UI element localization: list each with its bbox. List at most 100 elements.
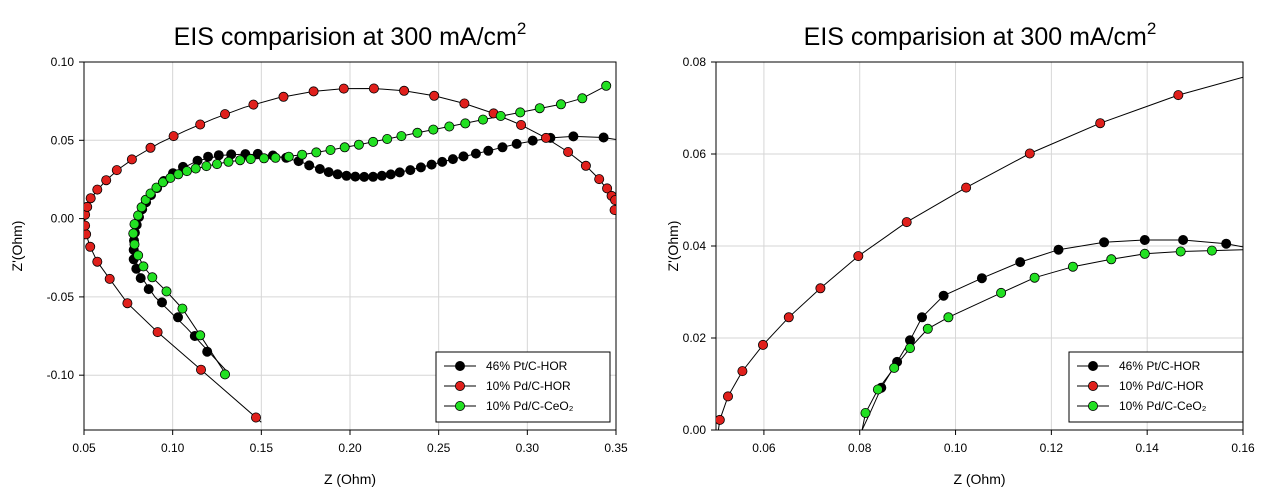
data-point <box>177 303 188 314</box>
data-point <box>396 131 407 142</box>
x-axis-label: Z (Ohm) <box>324 471 376 487</box>
y-tick-label: 0.00 <box>683 423 707 437</box>
data-point <box>943 312 954 323</box>
data-point <box>136 202 147 213</box>
data-point <box>1221 238 1232 249</box>
data-point <box>534 103 545 114</box>
x-tick-label: 0.30 <box>516 441 540 455</box>
data-point <box>129 239 140 250</box>
data-point <box>516 120 527 131</box>
x-axis-label: Z (Ohm) <box>953 471 1005 487</box>
data-point <box>460 118 471 129</box>
chart-title-superscript: 2 <box>1147 19 1156 38</box>
data-point <box>314 163 325 174</box>
data-point <box>368 83 379 94</box>
x-tick-label: 0.35 <box>604 441 628 455</box>
data-point <box>145 142 156 153</box>
data-point <box>853 251 864 262</box>
data-point <box>996 287 1007 298</box>
data-point <box>580 160 591 171</box>
data-point <box>382 133 393 144</box>
data-point <box>905 343 916 354</box>
data-point <box>601 80 612 91</box>
y-axis-label: Z'(Ohm) <box>665 221 681 272</box>
data-point <box>376 170 387 181</box>
data-point <box>161 286 172 297</box>
data-point <box>84 201 93 212</box>
data-point <box>173 169 184 180</box>
legend-marker <box>1088 380 1099 391</box>
data-point <box>527 135 538 146</box>
data-point <box>190 163 201 174</box>
y-tick-label: 0.06 <box>683 147 707 161</box>
legend-marker <box>1088 360 1099 371</box>
data-point <box>147 272 158 283</box>
data-point <box>92 184 103 195</box>
data-point <box>181 166 192 177</box>
chart-2: EIS comparision at 300 mA/cm2 0.06 0.08 0.1… <box>665 19 1255 487</box>
x-tick-label: 0.05 <box>72 441 96 455</box>
data-point <box>511 138 522 149</box>
data-point <box>477 114 488 125</box>
chart-1: EIS comparision at 300 mA/cm2 0.05 0.10 0.1… <box>9 19 628 487</box>
data-point <box>338 83 349 94</box>
data-point <box>168 131 179 142</box>
data-point <box>609 205 616 215</box>
data-point <box>723 391 734 402</box>
data-point <box>195 119 206 130</box>
y-tick-label: -0.05 <box>47 290 75 304</box>
data-point <box>1024 148 1035 159</box>
data-point <box>104 273 115 284</box>
data-point <box>138 261 149 272</box>
data-point <box>458 151 469 162</box>
data-point <box>85 241 96 252</box>
data-point <box>213 150 224 161</box>
chart-title-main: EIS comparision at 300 mA/cm <box>174 23 517 51</box>
data-point <box>470 148 481 159</box>
y-tick-label: 0.00 <box>51 212 75 226</box>
data-point <box>1015 257 1026 268</box>
data-point <box>889 362 900 373</box>
data-point <box>308 86 319 97</box>
data-point <box>133 250 144 261</box>
data-point <box>201 161 212 172</box>
data-point <box>219 109 230 120</box>
data-point <box>961 182 972 193</box>
data-point <box>143 284 154 295</box>
chart-title-main: EIS comparision at 300 mA/cm <box>804 23 1147 51</box>
legend: 46% Pt/C-HOR 10% Pd/C-HOR 10% Pd/C-CeO₂ <box>1068 351 1244 423</box>
data-point <box>135 273 146 284</box>
data-point <box>1053 244 1064 255</box>
x-tick-label: 0.08 <box>848 441 872 455</box>
data-point <box>976 273 987 284</box>
x-tick-label: 0.16 <box>1231 441 1255 455</box>
data-point <box>783 312 794 323</box>
data-point <box>151 182 162 193</box>
data-point <box>311 147 322 158</box>
data-point <box>126 154 137 165</box>
data-point <box>341 170 352 181</box>
data-point <box>495 111 506 122</box>
data-point <box>368 171 379 182</box>
legend-label: 10% Pd/C-HOR <box>486 379 571 393</box>
data-point <box>84 220 91 231</box>
data-point <box>368 136 379 147</box>
data-point <box>429 90 440 101</box>
data-point <box>129 219 140 230</box>
data-point <box>1139 234 1150 245</box>
y-tick-label: 0.08 <box>683 55 707 69</box>
data-point <box>917 312 928 323</box>
data-point <box>922 323 933 334</box>
data-point <box>385 169 396 180</box>
data-point <box>394 167 405 178</box>
data-point <box>270 152 281 163</box>
data-point <box>459 98 470 109</box>
chart-title: EIS comparision at 300 mA/cm2 <box>174 19 527 51</box>
data-point <box>426 159 437 170</box>
data-point <box>133 210 144 221</box>
data-point <box>1178 234 1189 245</box>
data-point <box>128 228 139 239</box>
data-point <box>1099 237 1110 248</box>
plot-frame <box>83 61 617 431</box>
